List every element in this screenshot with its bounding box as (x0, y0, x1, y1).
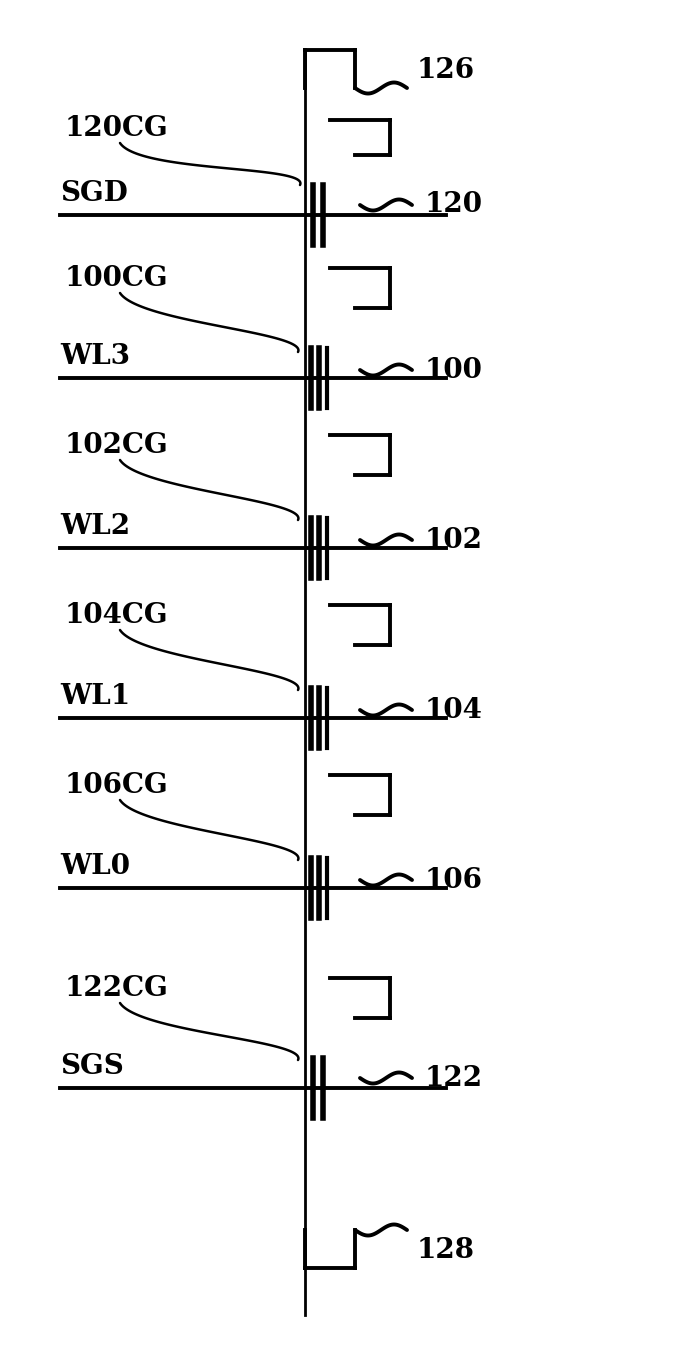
Text: 100: 100 (425, 356, 483, 383)
Text: SGS: SGS (60, 1053, 124, 1080)
Text: 100CG: 100CG (65, 265, 168, 292)
Text: WL3: WL3 (60, 343, 130, 370)
Text: WL2: WL2 (60, 512, 130, 539)
Text: 120CG: 120CG (65, 116, 169, 143)
Text: 106: 106 (425, 866, 483, 893)
Text: SGD: SGD (60, 180, 128, 207)
Text: 106CG: 106CG (65, 772, 169, 799)
Text: 120: 120 (425, 191, 483, 218)
Text: 128: 128 (417, 1236, 475, 1263)
Text: WL0: WL0 (60, 853, 130, 880)
Text: 122CG: 122CG (65, 975, 169, 1002)
Text: 126: 126 (417, 56, 475, 83)
Text: WL1: WL1 (60, 683, 130, 710)
Text: 104: 104 (425, 697, 483, 724)
Text: 102CG: 102CG (65, 432, 169, 459)
Text: 104CG: 104CG (65, 603, 168, 629)
Text: 102: 102 (425, 526, 483, 554)
Text: 122: 122 (425, 1064, 483, 1092)
